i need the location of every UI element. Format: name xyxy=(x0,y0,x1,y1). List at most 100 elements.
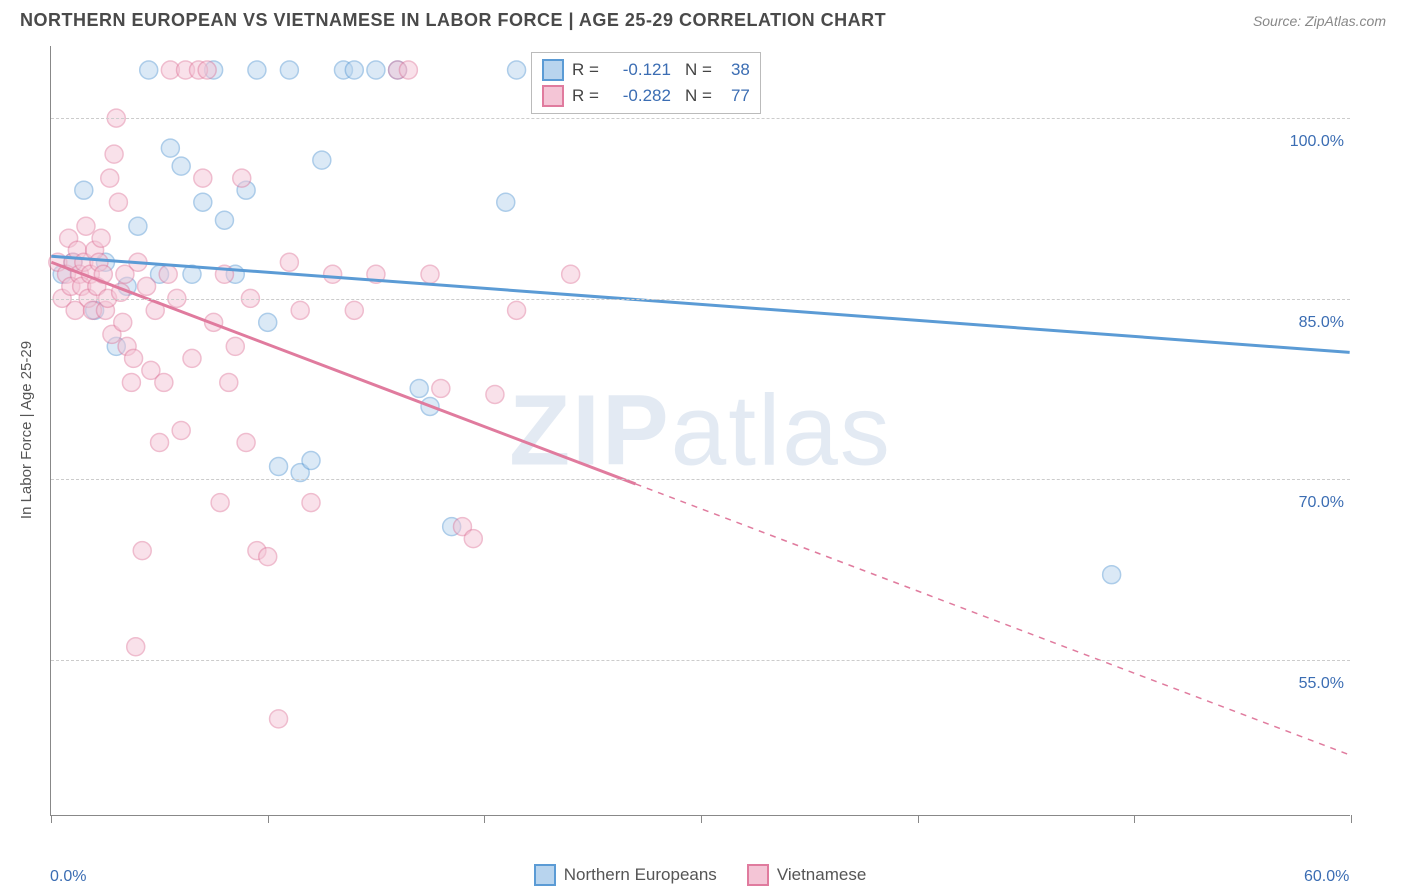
x-tick-label: 60.0% xyxy=(1304,868,1349,886)
gridline xyxy=(51,479,1350,480)
x-tick-label: 0.0% xyxy=(50,868,86,886)
stats-row: R = -0.121 N = 38 xyxy=(542,57,750,83)
data-point xyxy=(345,301,363,319)
data-point xyxy=(77,217,95,235)
x-tick xyxy=(1351,815,1352,823)
data-point xyxy=(345,61,363,79)
data-point xyxy=(109,193,127,211)
legend-item: Northern Europeans xyxy=(534,864,717,886)
data-point xyxy=(562,265,580,283)
data-point xyxy=(432,379,450,397)
data-point xyxy=(125,349,143,367)
data-point xyxy=(138,277,156,295)
data-point xyxy=(101,169,119,187)
data-point xyxy=(155,373,173,391)
gridline xyxy=(51,118,1350,119)
data-point xyxy=(1103,566,1121,584)
data-point xyxy=(151,434,169,452)
data-point xyxy=(127,638,145,656)
trend-line-dashed xyxy=(636,484,1350,755)
data-point xyxy=(92,229,110,247)
data-point xyxy=(172,422,190,440)
y-tick-label: 70.0% xyxy=(1299,494,1344,512)
data-point xyxy=(75,181,93,199)
data-point xyxy=(259,548,277,566)
data-point xyxy=(215,211,233,229)
gridline xyxy=(51,299,1350,300)
data-point xyxy=(161,139,179,157)
data-point xyxy=(508,61,526,79)
data-point xyxy=(122,373,140,391)
data-point xyxy=(367,61,385,79)
data-point xyxy=(220,373,238,391)
stat-r-label: R = xyxy=(572,60,599,80)
bottom-legend: Northern Europeans Vietnamese xyxy=(50,864,1350,886)
data-point xyxy=(486,385,504,403)
data-point xyxy=(105,145,123,163)
data-point xyxy=(233,169,251,187)
data-point xyxy=(497,193,515,211)
data-point xyxy=(280,61,298,79)
data-point xyxy=(194,193,212,211)
legend-label: Vietnamese xyxy=(777,865,866,885)
source-label: Source: ZipAtlas.com xyxy=(1253,13,1386,29)
legend-swatch xyxy=(747,864,769,886)
data-point xyxy=(129,217,147,235)
data-point xyxy=(183,349,201,367)
stat-n-value: 38 xyxy=(720,60,750,80)
data-point xyxy=(280,253,298,271)
y-axis-label: In Labor Force | Age 25-29 xyxy=(18,341,35,519)
data-point xyxy=(259,313,277,331)
data-point xyxy=(114,313,132,331)
data-point xyxy=(302,494,320,512)
data-point xyxy=(159,265,177,283)
stat-r-value: -0.282 xyxy=(607,86,671,106)
data-point xyxy=(421,265,439,283)
data-point xyxy=(198,61,216,79)
stats-legend-box: R = -0.121 N = 38 R = -0.282 N = 77 xyxy=(531,52,761,114)
legend-label: Northern Europeans xyxy=(564,865,717,885)
data-point xyxy=(270,710,288,728)
data-point xyxy=(291,301,309,319)
x-tick xyxy=(484,815,485,823)
data-point xyxy=(508,301,526,319)
data-point xyxy=(172,157,190,175)
legend-swatch xyxy=(542,85,564,107)
stat-n-value: 77 xyxy=(720,86,750,106)
stat-n-label: N = xyxy=(685,60,712,80)
x-tick xyxy=(268,815,269,823)
y-tick-label: 55.0% xyxy=(1299,675,1344,693)
x-tick xyxy=(918,815,919,823)
stat-n-label: N = xyxy=(685,86,712,106)
chart-title: NORTHERN EUROPEAN VS VIETNAMESE IN LABOR… xyxy=(20,10,886,31)
x-tick xyxy=(51,815,52,823)
data-point xyxy=(270,458,288,476)
data-point xyxy=(464,530,482,548)
stats-row: R = -0.282 N = 77 xyxy=(542,83,750,109)
data-point xyxy=(237,434,255,452)
data-point xyxy=(313,151,331,169)
data-point xyxy=(211,494,229,512)
data-point xyxy=(302,452,320,470)
stat-r-value: -0.121 xyxy=(607,60,671,80)
legend-item: Vietnamese xyxy=(747,864,866,886)
data-point xyxy=(248,61,266,79)
data-point xyxy=(140,61,158,79)
stat-r-label: R = xyxy=(572,86,599,106)
gridline xyxy=(51,660,1350,661)
data-point xyxy=(194,169,212,187)
x-tick xyxy=(1134,815,1135,823)
data-point xyxy=(410,379,428,397)
data-point xyxy=(324,265,342,283)
chart-plot-area: ZIPatlas R =-0.121N =38R =-0.282N =77 55… xyxy=(50,46,1350,816)
scatter-plot-svg xyxy=(51,46,1350,815)
data-point xyxy=(226,337,244,355)
y-tick-label: 100.0% xyxy=(1290,133,1344,151)
y-tick-label: 85.0% xyxy=(1299,314,1344,332)
trend-line xyxy=(51,262,635,484)
legend-swatch xyxy=(534,864,556,886)
x-tick xyxy=(701,815,702,823)
data-point xyxy=(399,61,417,79)
data-point xyxy=(133,542,151,560)
legend-swatch xyxy=(542,59,564,81)
